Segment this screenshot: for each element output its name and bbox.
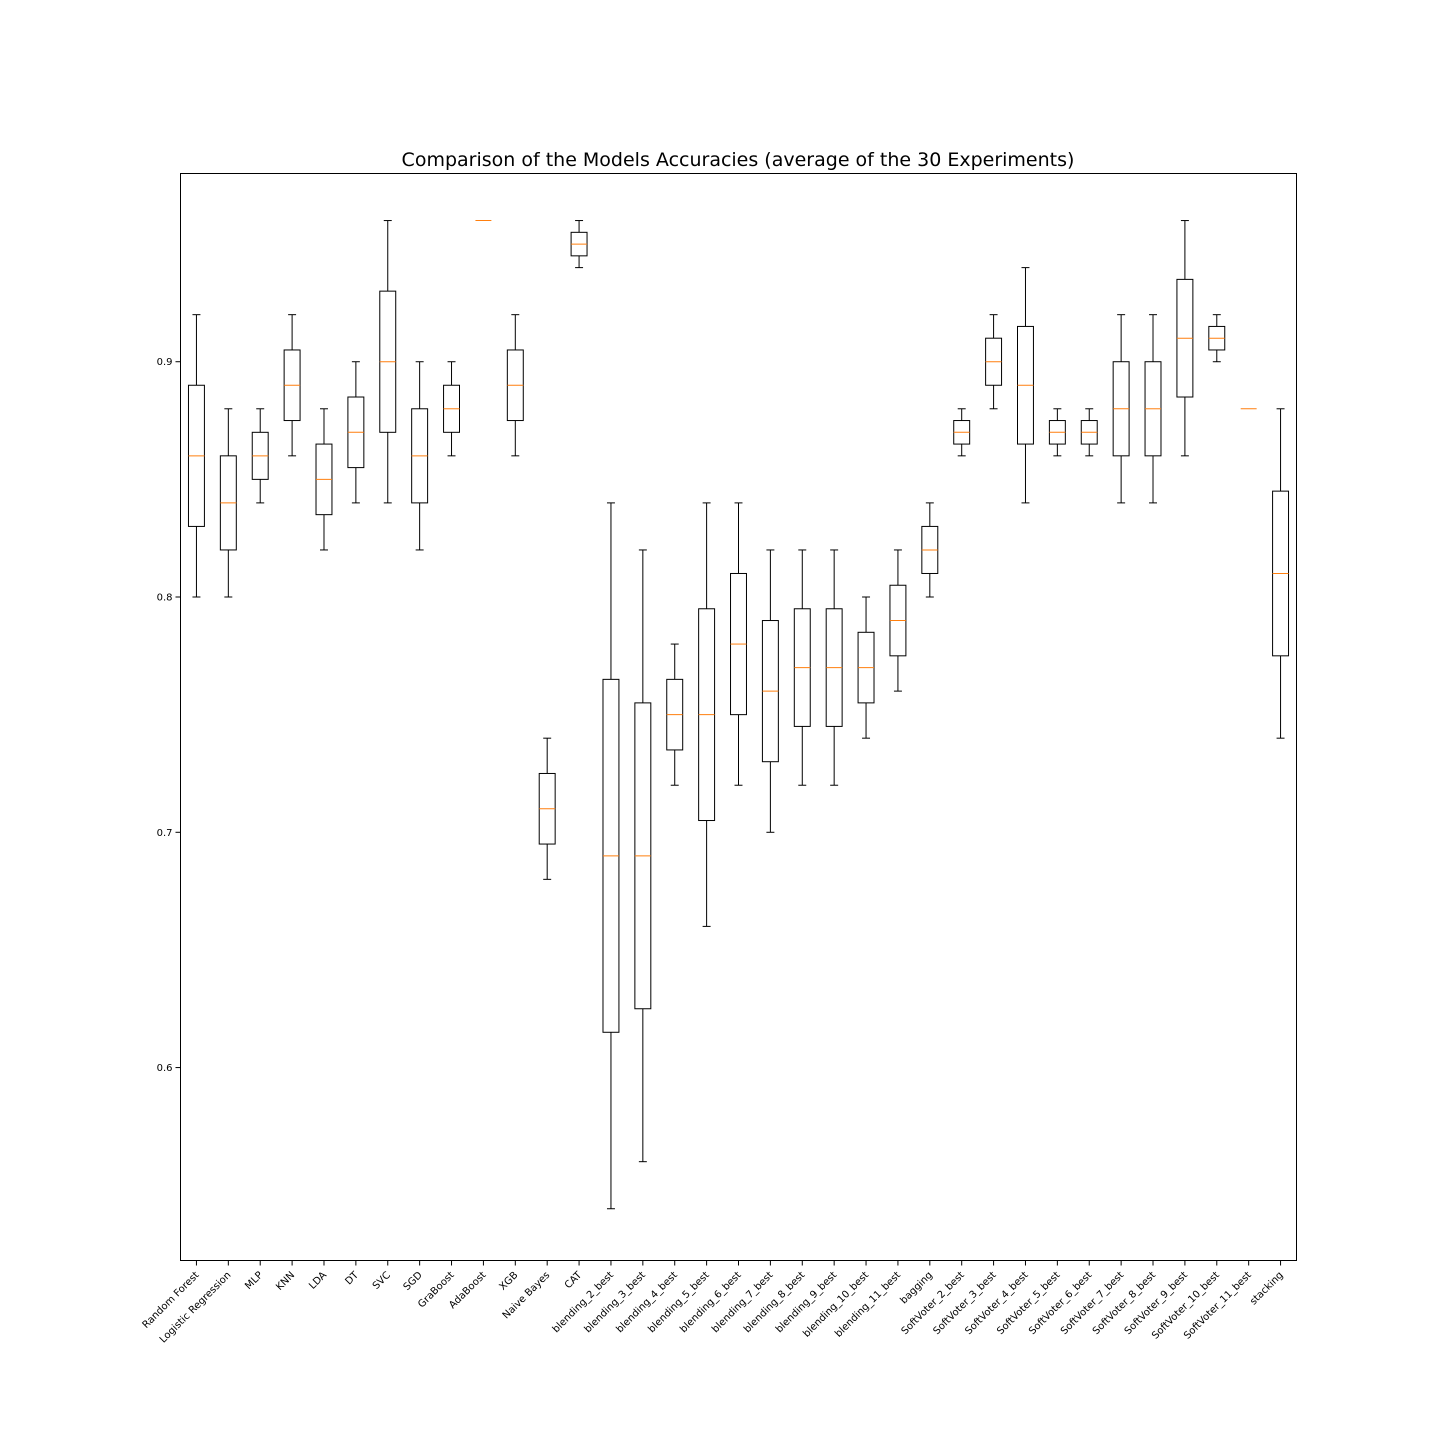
box-item [1017, 267, 1034, 504]
x-tick-label: MLP [243, 1270, 265, 1292]
x-tick-label: SGD [402, 1270, 425, 1293]
box-item [985, 314, 1003, 410]
box-item [1208, 314, 1226, 363]
x-tick-label: CAT [563, 1269, 585, 1291]
box-item [1080, 408, 1098, 457]
box-item [666, 643, 684, 786]
x-tick-label: XGB [497, 1270, 520, 1293]
y-tick-label: 0.9 [157, 357, 173, 368]
box-item [379, 220, 397, 504]
x-tick-label: KNN [274, 1270, 297, 1293]
box-item [347, 361, 365, 504]
x-tick-label: DT [343, 1269, 361, 1287]
box-item [761, 549, 779, 833]
box-item [538, 737, 556, 880]
box-item [634, 549, 652, 1163]
box-item [793, 549, 811, 786]
chart-title: Comparison of the Models Accuracies (ave… [402, 149, 1075, 171]
box-item [506, 314, 524, 457]
box-item [1144, 314, 1162, 504]
box-item [283, 314, 301, 457]
box-item [857, 596, 875, 739]
box-item [1112, 314, 1130, 504]
box-item [315, 408, 333, 551]
box-item [443, 361, 460, 457]
box-item [825, 549, 843, 786]
x-tick-label: Random Forest [141, 1270, 202, 1331]
box-item [1272, 408, 1290, 739]
box-item [251, 408, 269, 504]
box-item [219, 408, 237, 598]
x-tick-label: LDA [307, 1270, 329, 1292]
y-tick-label: 0.7 [157, 828, 173, 839]
boxes-group [187, 220, 1290, 1210]
box-item [1048, 408, 1066, 457]
box-item [602, 502, 620, 1210]
y-tick-label: 0.6 [157, 1063, 173, 1074]
box-item [187, 314, 205, 598]
y-tick-label: 0.8 [157, 593, 173, 604]
box-item [1176, 220, 1194, 457]
box-item [698, 502, 716, 927]
box-item [953, 408, 971, 457]
box-item [889, 549, 907, 692]
x-tick-label: SVC [371, 1270, 393, 1292]
box-item [730, 502, 747, 786]
box-item [570, 220, 588, 269]
box-item [411, 361, 429, 551]
x-tick-label: stacking [1248, 1270, 1285, 1307]
box-item [921, 502, 939, 598]
y-axis: 0.6 0.7 0.8 0.9 [157, 357, 181, 1074]
